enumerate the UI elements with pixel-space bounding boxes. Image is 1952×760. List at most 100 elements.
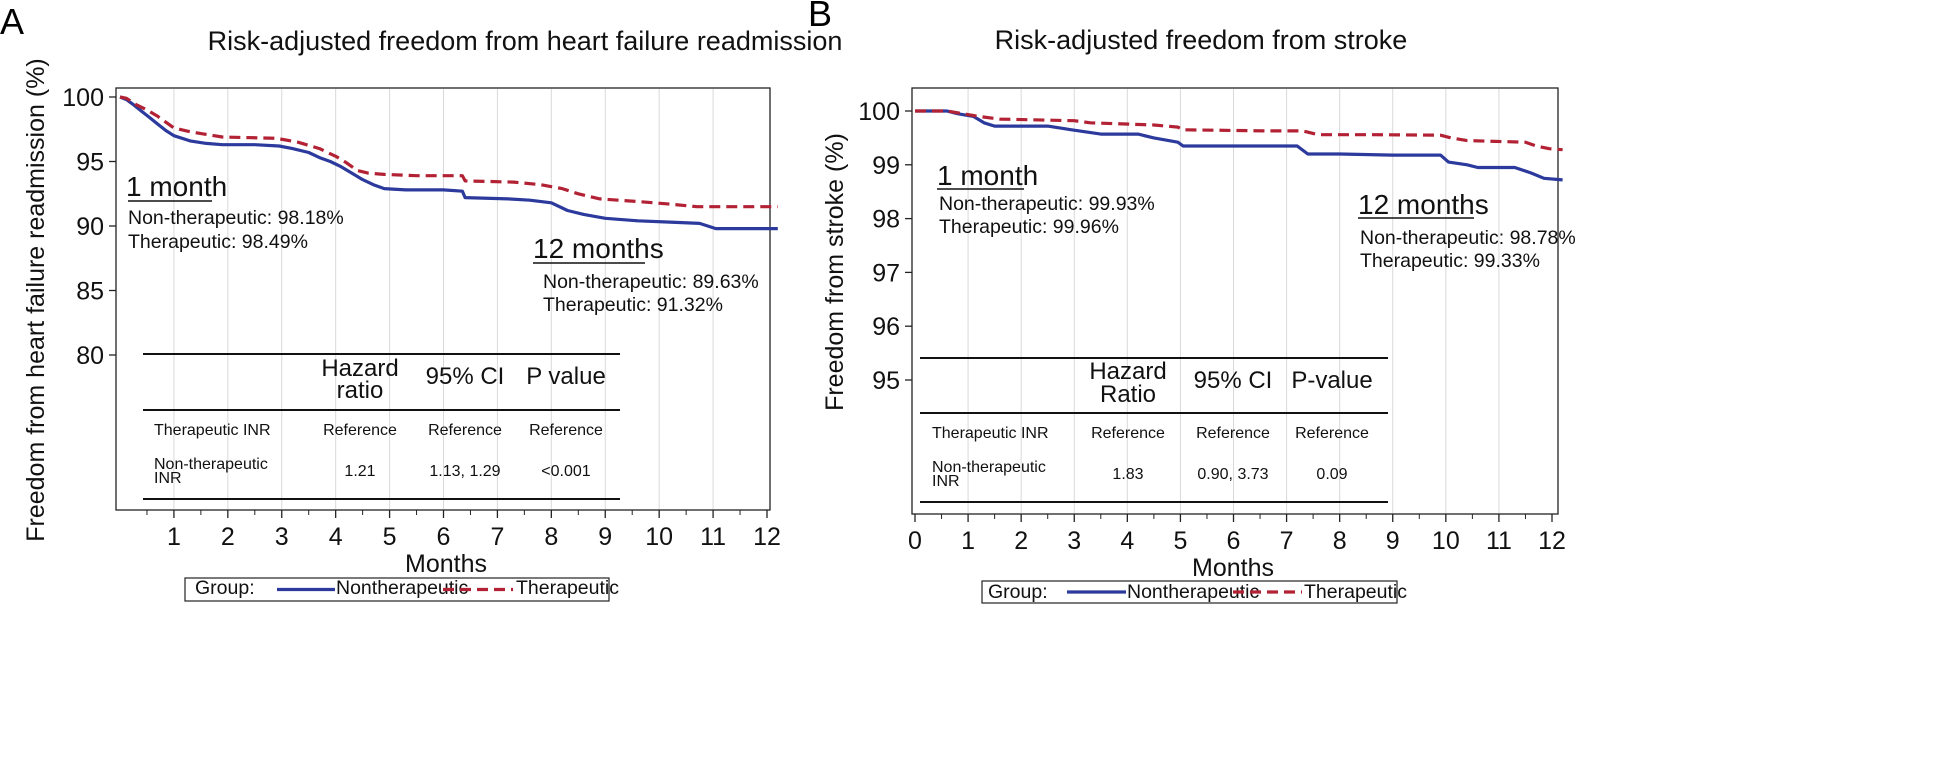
- x-tick-label: 3: [1067, 527, 1081, 555]
- annotation-12-months-heading: 12 months: [533, 233, 664, 264]
- table-header: Ratio: [1100, 381, 1156, 408]
- table-cell: Reference: [1295, 425, 1369, 442]
- table-row-label: INR: [154, 470, 182, 487]
- table-cell: 1.83: [1112, 466, 1143, 483]
- table-header: P value: [526, 363, 606, 390]
- table-cell: 0.09: [1316, 466, 1347, 483]
- x-tick-label: 5: [1173, 527, 1187, 555]
- x-axis-label: Months: [405, 550, 487, 578]
- table-cell: Reference: [323, 422, 397, 439]
- y-axis-label: Freedom from heart failure readmission (…: [22, 58, 50, 542]
- x-tick-label: 9: [598, 523, 612, 551]
- annotation-1-month-line: Non-therapeutic: 98.18%: [128, 207, 344, 229]
- table-row-label: Therapeutic INR: [932, 425, 1049, 442]
- panel-letter: A: [0, 1, 24, 42]
- y-tick-label: 98: [872, 206, 900, 234]
- y-tick-label: 95: [872, 367, 900, 395]
- x-tick-label: 1: [167, 523, 181, 551]
- y-tick-label: 97: [872, 259, 900, 287]
- x-tick-label: 6: [1227, 527, 1241, 555]
- panel-a: A Risk-adjusted freedom from heart failur…: [0, 1, 843, 602]
- table-cell: Reference: [1091, 425, 1165, 442]
- y-tick-label: 100: [858, 98, 900, 126]
- x-tick-label: 3: [275, 523, 289, 551]
- table-header: Hazard: [321, 355, 398, 382]
- series-line-nontherapeutic: [119, 95, 778, 231]
- annotation-12-months-line: Therapeutic: 99.33%: [1360, 250, 1540, 272]
- chart-title: Risk-adjusted freedom from heart failure…: [208, 26, 843, 56]
- legend-label-nontherapeutic: Nontherapeutic: [1127, 581, 1260, 603]
- x-tick-label: 1: [961, 527, 975, 555]
- table-header: ratio: [337, 377, 384, 404]
- x-tick-label: 7: [1280, 527, 1294, 555]
- y-tick-label: 90: [76, 213, 104, 241]
- y-tick-label: 95: [76, 149, 104, 177]
- legend-label-nontherapeutic: Nontherapeutic: [336, 577, 469, 599]
- x-tick-label: 9: [1386, 527, 1400, 555]
- table-header: 95% CI: [426, 363, 505, 390]
- legend-group-label: Group:: [988, 581, 1048, 603]
- x-tick-label: 8: [544, 523, 558, 551]
- y-tick-label: 80: [76, 342, 104, 370]
- chart-title: Risk-adjusted freedom from stroke: [995, 25, 1408, 55]
- y-tick-label: 96: [872, 313, 900, 341]
- table-row-label: Therapeutic INR: [154, 422, 271, 439]
- annotation-1-month-line: Therapeutic: 99.96%: [939, 216, 1119, 238]
- annotation-12-months-line: Therapeutic: 91.32%: [543, 294, 723, 316]
- table-header: 95% CI: [1194, 367, 1273, 394]
- x-tick-label: 10: [645, 523, 673, 551]
- table-cell: 0.90, 3.73: [1197, 466, 1268, 483]
- annotation-1-month-heading: 1 month: [937, 160, 1038, 191]
- y-tick-label: 99: [872, 152, 900, 180]
- y-tick-label: 100: [62, 84, 104, 112]
- annotation-12-months-line: Non-therapeutic: 89.63%: [543, 271, 759, 293]
- table-row-label: Non-therapeutic: [154, 456, 268, 473]
- series-line-therapeutic: [915, 109, 1563, 152]
- x-axis-label: Months: [1192, 554, 1274, 582]
- annotation-1-month-line: Non-therapeutic: 99.93%: [939, 193, 1155, 215]
- series-line-therapeutic: [119, 95, 778, 209]
- x-tick-label: 10: [1432, 527, 1460, 555]
- x-tick-label: 2: [221, 523, 235, 551]
- table-row-label: INR: [932, 473, 960, 490]
- table-cell: 1.21: [344, 463, 375, 480]
- x-tick-label: 2: [1014, 527, 1028, 555]
- y-axis-label: Freedom from stroke (%): [821, 133, 849, 411]
- legend-box: [184, 577, 610, 602]
- legend-label-therapeutic: Therapeutic: [516, 577, 619, 599]
- table-header: Hazard: [1089, 358, 1166, 385]
- table-cell: Reference: [428, 422, 502, 439]
- table-cell: Reference: [1196, 425, 1270, 442]
- annotation-1-month-heading: 1 month: [126, 171, 227, 202]
- plot-frame: [911, 87, 1559, 515]
- series-line-nontherapeutic: [915, 109, 1563, 182]
- table-cell: 1.13, 1.29: [429, 463, 500, 480]
- x-tick-label: 0: [908, 527, 922, 555]
- legend: Group: Nontherapeutic Therapeutic: [981, 580, 1407, 604]
- legend-label-therapeutic: Therapeutic: [1304, 581, 1407, 603]
- x-tick-label: 4: [1120, 527, 1134, 555]
- x-tick-label: 12: [1538, 527, 1566, 555]
- annotation-12-months-line: Non-therapeutic: 98.78%: [1360, 227, 1576, 249]
- table-row-label: Non-therapeutic: [932, 459, 1046, 476]
- x-tick-label: 12: [753, 523, 781, 551]
- x-tick-label: 5: [383, 523, 397, 551]
- table-cell: <0.001: [541, 463, 590, 480]
- x-tick-label: 11: [1486, 527, 1512, 555]
- x-tick-label: 4: [329, 523, 343, 551]
- table-header: P-value: [1291, 367, 1372, 394]
- y-tick-label: 85: [76, 278, 104, 306]
- x-tick-label: 7: [490, 523, 504, 551]
- x-tick-label: 6: [437, 523, 451, 551]
- x-tick-label: 8: [1333, 527, 1347, 555]
- panel-letter: B: [808, 0, 832, 34]
- legend-box: [981, 580, 1398, 604]
- annotation-1-month-line: Therapeutic: 98.49%: [128, 231, 308, 253]
- x-tick-label: 11: [700, 523, 726, 551]
- legend-group-label: Group:: [195, 577, 255, 599]
- table-cell: Reference: [529, 422, 603, 439]
